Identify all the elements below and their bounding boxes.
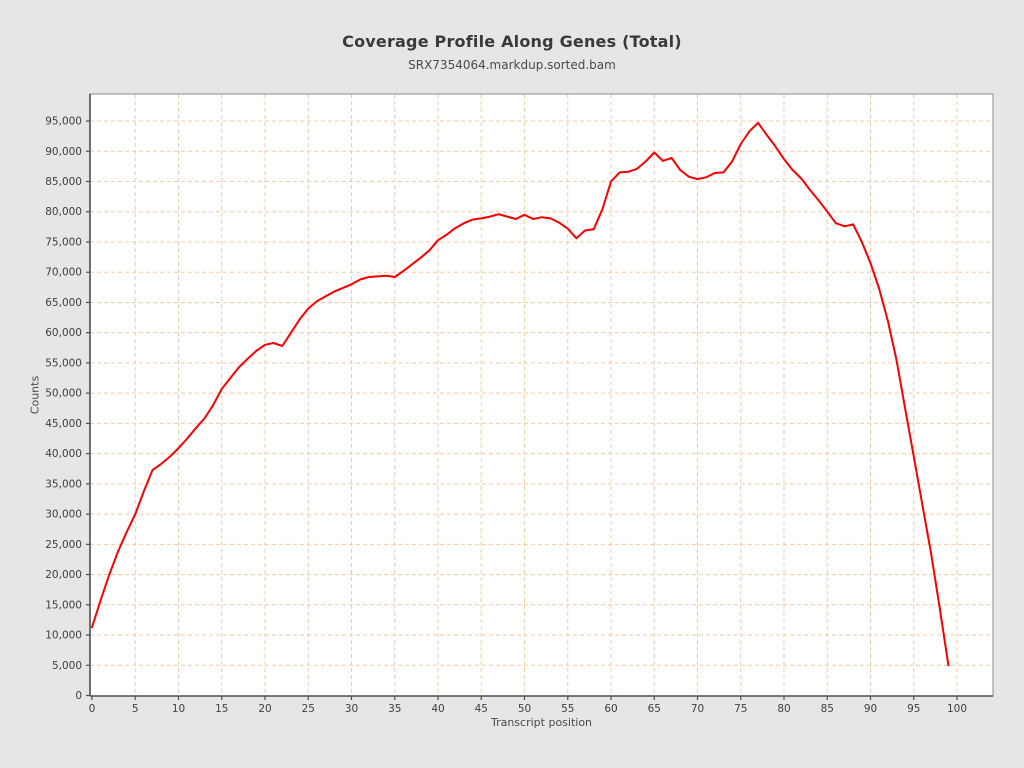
y-tick-label: 85,000: [45, 176, 82, 188]
y-axis-title: Counts: [28, 375, 42, 415]
y-tick-label: 45,000: [45, 418, 82, 430]
y-tick-label: 15,000: [45, 599, 82, 611]
x-tick-label: 80: [777, 703, 790, 715]
y-tick-label: 35,000: [45, 478, 82, 490]
y-tick-label: 40,000: [45, 448, 82, 460]
x-tick-label: 0: [89, 703, 96, 715]
x-tick-label: 10: [172, 703, 185, 715]
x-tick-label: 75: [734, 703, 747, 715]
x-tick-label: 70: [691, 703, 704, 715]
x-tick-label: 5: [132, 703, 139, 715]
x-tick-label: 40: [431, 703, 444, 715]
x-tick-label: 50: [518, 703, 531, 715]
y-tick-label: 50,000: [45, 388, 82, 400]
y-tick-label: 90,000: [45, 146, 82, 158]
y-tick-label: 70,000: [45, 267, 82, 279]
x-tick-label: 25: [302, 703, 315, 715]
x-tick-label: 45: [475, 703, 488, 715]
x-tick-label: 90: [864, 703, 877, 715]
y-tick-label: 10,000: [45, 630, 82, 642]
y-tick-label: 65,000: [45, 297, 82, 309]
chart-subtitle: SRX7354064.markdup.sorted.bam: [408, 58, 616, 72]
y-tick-label: 60,000: [45, 327, 82, 339]
y-tick-label: 25,000: [45, 539, 82, 551]
x-tick-label: 30: [345, 703, 358, 715]
y-tick-label: 30,000: [45, 509, 82, 521]
x-tick-label: 65: [648, 703, 661, 715]
x-tick-label: 95: [907, 703, 920, 715]
x-tick-label: 20: [258, 703, 271, 715]
y-tick-label: 95,000: [45, 116, 82, 128]
chart-title: Coverage Profile Along Genes (Total): [342, 32, 682, 51]
y-tick-label: 80,000: [45, 206, 82, 218]
x-tick-label: 85: [821, 703, 834, 715]
x-tick-label: 60: [604, 703, 617, 715]
y-tick-label: 0: [75, 690, 82, 702]
x-tick-label: 35: [388, 703, 401, 715]
x-tick-label: 15: [215, 703, 228, 715]
y-tick-label: 5,000: [52, 660, 82, 672]
plot-area: [90, 94, 993, 696]
y-tick-label: 55,000: [45, 357, 82, 369]
x-tick-label: 55: [561, 703, 574, 715]
x-axis-title: Transcript position: [490, 716, 593, 729]
coverage-series-line: [91, 121, 950, 667]
y-tick-label: 20,000: [45, 569, 82, 581]
x-tick-label: 100: [947, 703, 967, 715]
y-tick-label: 75,000: [45, 236, 82, 248]
